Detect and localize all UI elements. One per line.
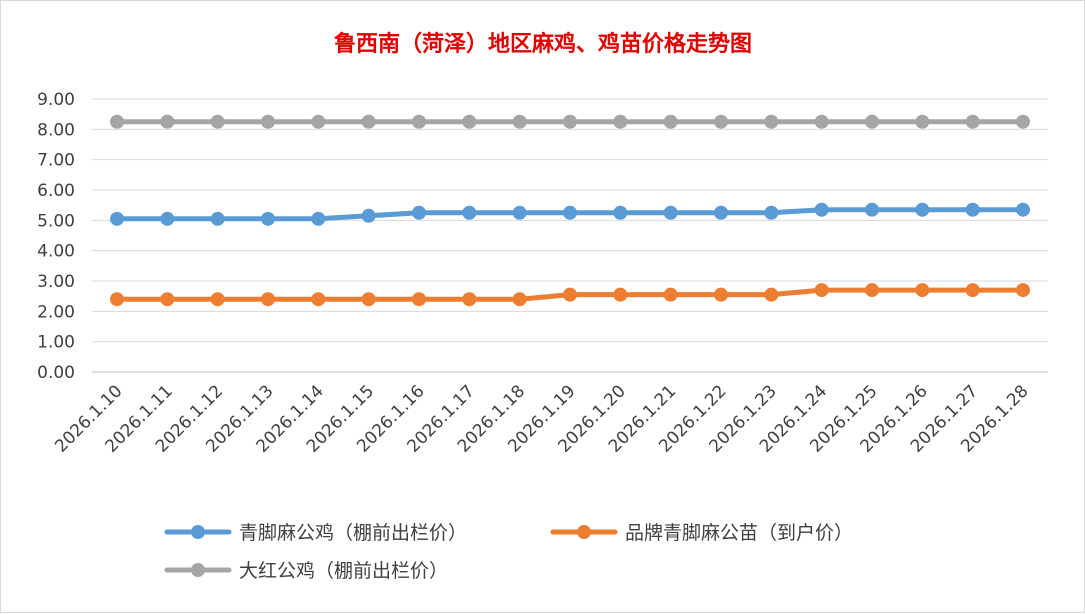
legend-item: 品牌青脚麻公苗（到户价）: [550, 522, 853, 544]
data-point: [714, 287, 728, 302]
data-point: [663, 287, 678, 302]
data-point: [412, 114, 426, 129]
data-point: [663, 114, 678, 129]
legend-marker: [191, 563, 205, 577]
legend-marker: [577, 525, 591, 539]
data-point: [563, 205, 577, 220]
series-3: [110, 114, 1030, 129]
data-point: [814, 283, 829, 298]
legend-item: 青脚麻公鸡（棚前出栏价）: [164, 522, 467, 544]
data-point: [361, 292, 376, 307]
y-tick-label: 0.00: [37, 363, 75, 383]
data-point: [210, 114, 225, 129]
legend-item: 大红公鸡（棚前出栏价）: [164, 560, 448, 582]
data-point: [512, 205, 527, 220]
data-point: [160, 292, 175, 307]
data-point: [814, 202, 829, 217]
data-point: [311, 211, 326, 226]
data-point: [512, 292, 527, 307]
y-tick-label: 2.00: [37, 302, 75, 322]
data-point: [915, 202, 930, 217]
data-point: [613, 205, 628, 220]
series-group: [110, 114, 1030, 307]
data-point: [865, 202, 879, 217]
data-point: [110, 114, 124, 129]
data-point: [613, 287, 628, 302]
data-point: [110, 211, 124, 226]
y-tick-label: 6.00: [37, 181, 75, 201]
data-point: [160, 114, 175, 129]
data-point: [714, 205, 728, 220]
data-point: [110, 292, 124, 307]
data-point: [261, 114, 275, 129]
data-point: [764, 205, 779, 220]
y-tick-label: 9.00: [37, 90, 75, 110]
data-point: [361, 208, 376, 223]
data-point: [865, 114, 879, 129]
data-point: [462, 205, 477, 220]
data-point: [613, 114, 628, 129]
data-point: [814, 114, 829, 129]
y-tick-label: 7.00: [37, 151, 75, 171]
y-tick-label: 3.00: [37, 272, 75, 292]
data-point: [412, 292, 426, 307]
data-point: [361, 114, 376, 129]
series-1: [110, 202, 1030, 226]
y-tick-label: 5.00: [37, 211, 75, 231]
data-point: [462, 292, 477, 307]
legend-marker: [191, 525, 205, 539]
data-point: [1016, 283, 1030, 298]
data-point: [965, 283, 980, 298]
data-point: [563, 114, 577, 129]
data-point: [915, 114, 930, 129]
data-point: [160, 211, 175, 226]
data-point: [865, 283, 879, 298]
data-point: [663, 205, 678, 220]
legend: 青脚麻公鸡（棚前出栏价） 品牌青脚麻公苗（到户价） 大红公鸡（棚前出栏价）: [164, 522, 853, 582]
legend-label: 大红公鸡（棚前出栏价）: [239, 560, 448, 582]
legend-label: 青脚麻公鸡（棚前出栏价）: [239, 522, 467, 544]
data-point: [311, 292, 326, 307]
x-axis-ticks: 2026.1.102026.1.112026.1.122026.1.132026…: [51, 381, 1032, 456]
data-point: [311, 114, 326, 129]
data-point: [714, 114, 728, 129]
data-point: [965, 114, 980, 129]
data-point: [412, 205, 426, 220]
data-point: [512, 114, 527, 129]
data-point: [764, 287, 779, 302]
y-tick-label: 1.00: [37, 333, 75, 353]
data-point: [764, 114, 779, 129]
data-point: [965, 202, 980, 217]
y-tick-label: 8.00: [37, 120, 75, 140]
legend-label: 品牌青脚麻公苗（到户价）: [625, 522, 853, 544]
data-point: [1016, 114, 1030, 129]
data-point: [210, 292, 225, 307]
data-point: [915, 283, 930, 298]
grid: [92, 98, 1048, 373]
data-point: [1016, 202, 1030, 217]
data-point: [563, 287, 577, 302]
chart-title: 鲁西南（菏泽）地区麻鸡、鸡苗价格走势图: [333, 31, 752, 57]
data-point: [261, 211, 275, 226]
data-point: [261, 292, 275, 307]
series-2: [110, 283, 1030, 307]
data-point: [210, 211, 225, 226]
y-axis-ticks: 0.00 1.00 2.00 3.00 4.00 5.00 6.00 7.00 8.00 9.00: [37, 90, 75, 383]
data-point: [462, 114, 477, 129]
y-tick-label: 4.00: [37, 242, 75, 262]
